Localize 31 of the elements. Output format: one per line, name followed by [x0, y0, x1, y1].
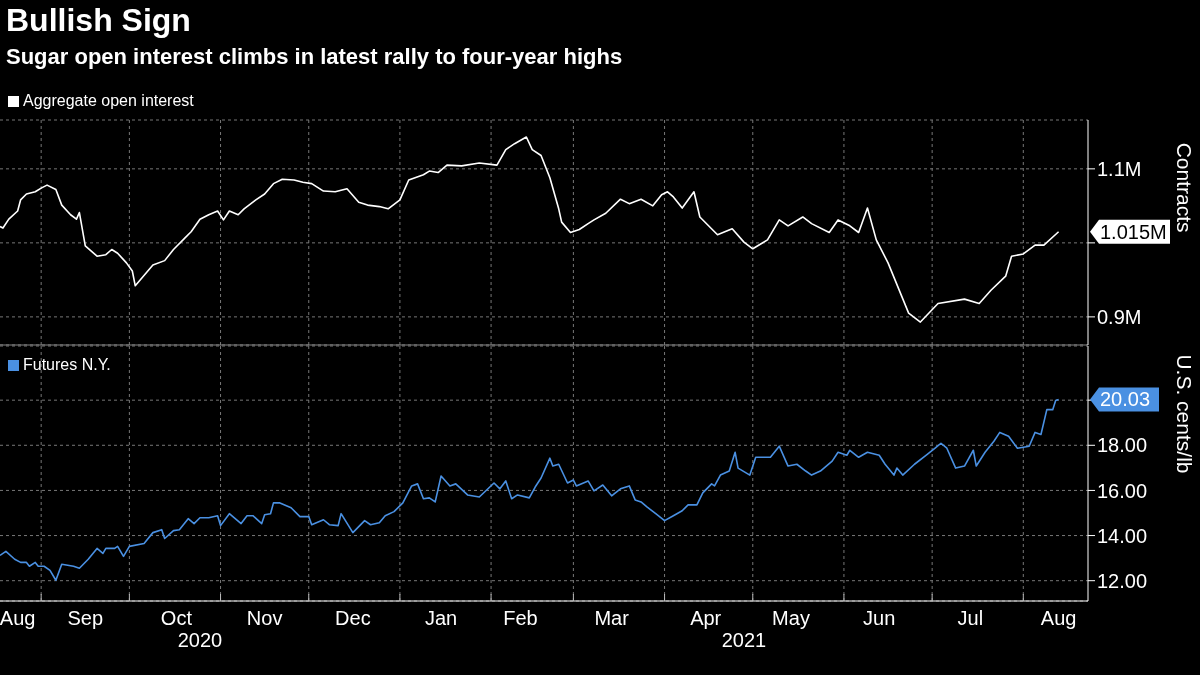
- x-tick-label: Jul: [957, 607, 984, 629]
- x-tick-label: Dec: [335, 607, 371, 629]
- text: 2020: [176, 629, 224, 652]
- y-tick-label: 0.9M: [1097, 305, 1142, 328]
- x-tick-label: Feb: [503, 607, 538, 629]
- line-series: [0, 398, 1060, 582]
- text: 2021: [720, 629, 768, 652]
- x-tick-label: Aug: [1040, 607, 1077, 629]
- y-tick-label: 12.00: [1097, 569, 1148, 592]
- legend-label: Futures N.Y.: [22, 356, 111, 374]
- y-tick-label: 18.00: [1097, 434, 1148, 457]
- x-tick-label: Mar: [594, 607, 630, 629]
- annotation: 20.03: [1100, 388, 1151, 411]
- x-tick-label: Aug: [0, 607, 36, 629]
- chart-title: Bullish Sign: [6, 2, 191, 39]
- x-tick-label: May: [772, 607, 810, 629]
- annotation: 1.015M: [1100, 220, 1167, 243]
- y-tick-label: 1.1M: [1097, 157, 1142, 180]
- y-axis-title: Contracts: [1172, 142, 1196, 233]
- x-tick-label: Nov: [246, 607, 283, 629]
- y-tick-label: 16.00: [1097, 479, 1148, 502]
- legend-label: Aggregate open interest: [22, 92, 194, 110]
- x-tick-label: Jan: [424, 607, 458, 629]
- y-axis-title: U.S. cents/lb: [1172, 354, 1196, 474]
- x-tick-label: Apr: [690, 607, 722, 629]
- y-tick-label: 14.00: [1097, 524, 1148, 547]
- x-tick-label: Oct: [160, 607, 193, 629]
- x-tick-label: Jun: [863, 607, 896, 629]
- line-series: [0, 136, 1060, 323]
- chart-subtitle: Sugar open interest climbs in latest rally to four-year highs: [6, 44, 623, 70]
- x-tick-label: Sep: [67, 607, 104, 629]
